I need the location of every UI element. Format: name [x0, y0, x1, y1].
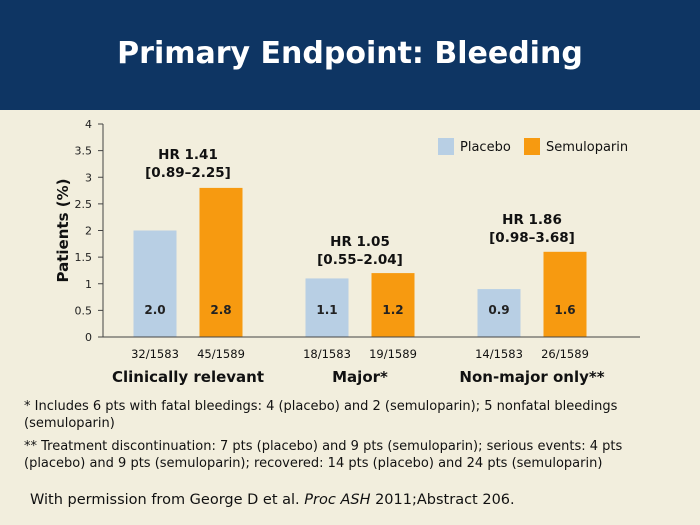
bar-value-label: 1.6: [554, 303, 575, 317]
confidence-interval-label: [0.89–2.25]: [145, 165, 231, 181]
bar-value-label: 2.0: [144, 303, 165, 317]
hazard-ratio-label: HR 1.05: [330, 234, 390, 250]
y-axis: 0 0.5 1 1.5 2 2.5 3 3.5 4 Patients (%): [54, 118, 104, 344]
event-count-label: 26/1589: [541, 347, 589, 361]
y-axis-title: Patients (%): [54, 179, 72, 283]
source-credit: With permission from George D et al. Pro…: [30, 492, 680, 508]
category-label: Major*: [332, 368, 388, 386]
legend-label: Semuloparin: [546, 140, 628, 155]
y-tick-label: 3.5: [75, 145, 93, 158]
confidence-interval-label: [0.55–2.04]: [317, 252, 403, 268]
credit-suffix: 2011;Abstract 206.: [370, 492, 515, 508]
bar-value-label: 1.2: [382, 303, 403, 317]
slide-title: Primary Endpoint: Bleeding: [117, 36, 583, 71]
bar-semuloparin: [543, 251, 587, 337]
y-tick-label: 4: [85, 118, 92, 131]
legend-swatch-semuloparin: [524, 138, 540, 155]
title-banner: Primary Endpoint: Bleeding: [0, 0, 700, 110]
bar-value-label: 0.9: [488, 303, 509, 317]
chart-legend: Placebo Semuloparin: [438, 138, 628, 155]
bar-placebo: [133, 230, 177, 337]
y-tick-label: 1: [85, 278, 92, 291]
y-tick-label: 2: [85, 225, 92, 238]
bar-placebo: [305, 278, 349, 337]
bar-placebo: [477, 289, 521, 337]
event-count-label: 45/1589: [197, 347, 245, 361]
event-count-label: 19/1589: [369, 347, 417, 361]
bars: [133, 187, 587, 337]
event-count-label: 14/1583: [475, 347, 523, 361]
y-tick-label: 0: [85, 331, 92, 344]
confidence-interval-label: [0.98–3.68]: [489, 230, 575, 246]
bar-semuloparin: [371, 273, 415, 337]
hr-annotations: HR 1.41 [0.89–2.25] HR 1.05 [0.55–2.04] HR 1…: [145, 147, 575, 268]
bar-semuloparin: [199, 187, 243, 337]
category-label: Non-major only**: [459, 368, 604, 386]
category-label: Clinically relevant: [112, 368, 264, 386]
legend-swatch-placebo: [438, 138, 454, 155]
y-tick-label: 3: [85, 171, 92, 184]
y-tick-label: 0.5: [75, 304, 93, 317]
bar-value-label: 1.1: [316, 303, 337, 317]
legend-label: Placebo: [460, 140, 511, 155]
bar-labels: 2.0 1.1 0.9 2.8 1.2 1.6: [144, 303, 575, 317]
y-tick-label: 2.5: [75, 198, 93, 211]
footnote-nonmajor: ** Treatment discontinuation: 7 pts (pla…: [24, 439, 623, 471]
x-axis: 32/1583 18/1583 14/1583 45/1589 19/1589 26/15…: [103, 336, 640, 386]
footnote-fatal: * Includes 6 pts with fatal bleedings: 4…: [24, 399, 618, 431]
hazard-ratio-label: HR 1.41: [158, 147, 218, 163]
credit-prefix: With permission from George D et al.: [30, 492, 305, 508]
bar-value-label: 2.8: [210, 303, 231, 317]
hazard-ratio-label: HR 1.86: [502, 212, 562, 228]
credit-journal: Proc ASH: [304, 492, 371, 508]
event-count-label: 18/1583: [303, 347, 351, 361]
event-count-label: 32/1583: [131, 347, 179, 361]
y-tick-label: 1.5: [75, 251, 93, 264]
